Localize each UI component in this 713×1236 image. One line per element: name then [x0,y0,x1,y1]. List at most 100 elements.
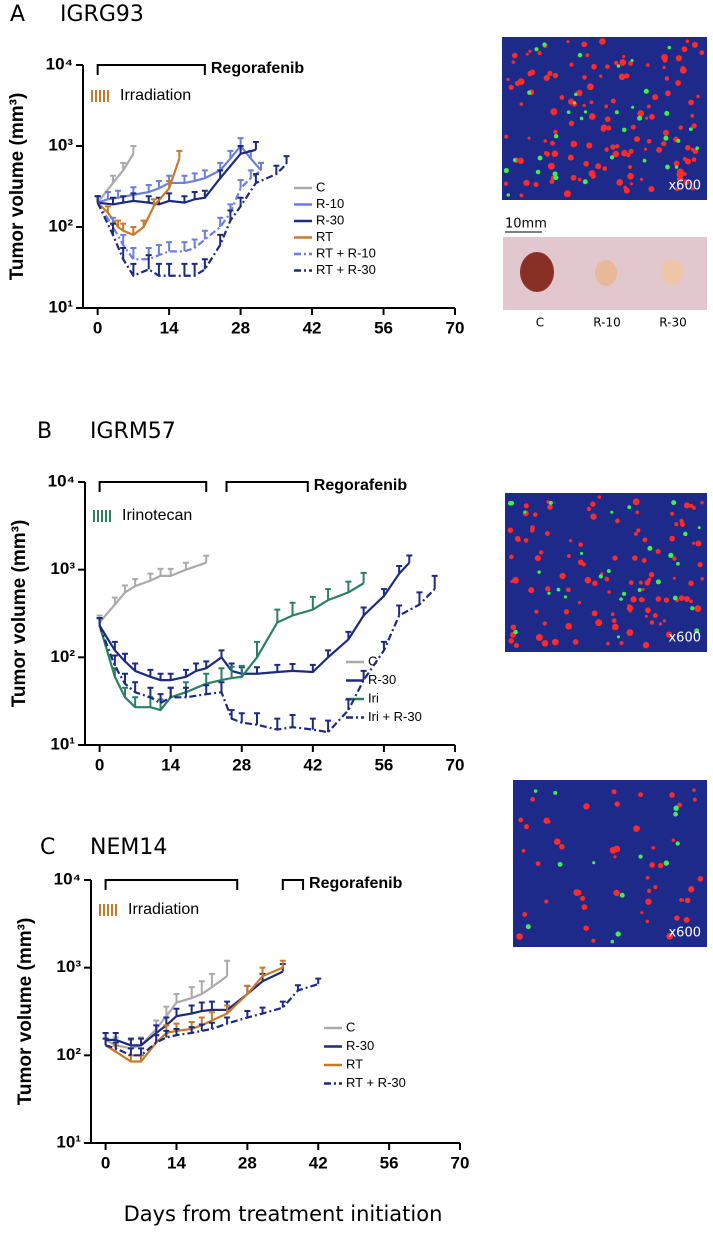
error-bar [309,717,316,730]
cell-spot [646,63,650,67]
cell-spot [673,160,680,167]
cell-spot [610,144,616,150]
cell-spot [559,95,565,100]
cell-spot [525,52,529,56]
cell-spot [519,102,524,106]
error-bar [252,173,259,183]
cell-spot [572,101,577,105]
cell-spot [631,105,635,109]
cell-spot [619,59,627,66]
cell-spot [569,62,574,67]
cell-spot [676,138,681,143]
cell-spot [661,53,668,61]
legend-label: R-30 [316,212,344,227]
cell-spot [565,622,572,630]
error-bar [208,972,215,988]
treatment-bracket [104,879,239,890]
cell-spot [581,904,588,910]
cell-spot [582,179,588,185]
error-bar [274,608,281,623]
y-axis-label: Tumor volume (mm³) [15,918,36,1106]
y-tick-label: 10² [50,647,75,666]
cell-spot [680,522,685,527]
x-tick-label: 70 [451,1153,470,1172]
x-tick-label: 28 [231,318,250,337]
cell-spot [545,531,550,536]
x-tick-label: 14 [160,318,179,337]
tumor [661,259,683,285]
error-bar [191,262,198,276]
cell-spot [543,817,550,824]
error-bar [279,1000,286,1008]
cell-spot [681,46,688,53]
cell-spot [694,628,700,634]
error-bar [289,713,296,728]
cell-spot [537,51,542,56]
cell-spot [649,620,655,625]
cell-spot [527,70,533,77]
cell-spot [634,136,640,143]
cell-spot [545,586,551,592]
error-bar [325,719,332,733]
cell-spot [576,89,583,97]
cell-spot [646,138,652,144]
cell-spot [675,187,680,192]
cell-spot [664,110,670,116]
error-bar [360,669,367,681]
error-bar [247,169,254,179]
cell-spot [635,510,640,515]
cell-spot [553,129,558,135]
cell-spot [644,579,651,586]
y-tick-label: 10⁴ [46,54,73,73]
cell-spot [676,56,681,62]
cell-spot [610,939,615,944]
legend-label: R-10 [316,196,344,211]
error-bar [182,686,189,698]
error-bar [238,664,245,677]
cell-spot [668,552,674,558]
cell-spot [665,164,670,170]
cell-spot [655,596,662,602]
error-bar [173,993,180,1003]
error-bar [112,1031,119,1040]
cell-spot [614,60,619,66]
error-bar [155,262,162,276]
cell-spot [613,855,617,859]
cell-spot [662,65,666,70]
error-bar [193,662,200,671]
tumor [520,252,554,292]
cell-spot [643,147,648,151]
cell-spot [636,528,641,533]
cell-spot [570,174,577,181]
error-bar [228,709,235,719]
photo-label: R-10 [593,316,620,330]
cell-spot [583,110,588,114]
cell-spot [637,110,645,117]
cell-spot [606,641,610,646]
cell-spot [676,561,680,566]
cell-spot [621,127,627,133]
error-bar [360,571,367,584]
x-tick-label: 42 [309,1153,328,1172]
cell-spot [580,551,584,555]
x-tick-label: 56 [374,755,393,774]
cell-spot [554,838,561,845]
cell-spot [516,933,523,940]
cell-spot [669,792,675,798]
cell-spot [683,502,690,509]
cell-spot [689,599,693,604]
cell-spot [508,637,515,644]
cell-spot [663,860,669,866]
legend-label: C [346,1019,355,1034]
x-axis-label: Days from treatment initiation [124,1202,443,1226]
cell-spot [586,142,593,149]
error-bar [198,1001,205,1012]
error-bar [198,980,205,995]
legend-label: RT + R-30 [316,262,376,277]
error-bar [181,174,188,183]
cell-spot [639,177,644,181]
y-axis-label: Tumor volume (mm³) [9,520,30,708]
cell-spot [695,146,700,150]
cell-spot [628,580,634,586]
error-bar [166,262,173,276]
